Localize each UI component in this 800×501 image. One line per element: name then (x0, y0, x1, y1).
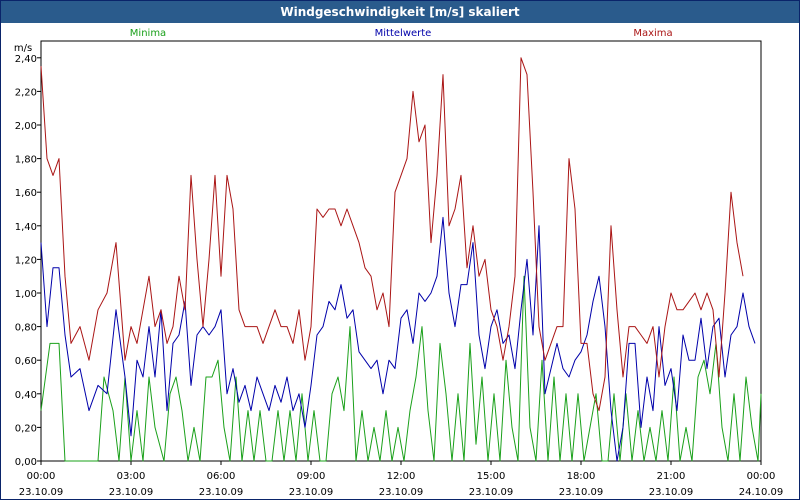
x-tick-date-label: 23.10.09 (469, 487, 514, 498)
x-tick-time-label: 03:00 (117, 471, 146, 482)
x-tick-time-label: 06:00 (207, 471, 236, 482)
y-tick-label: 0,00 (15, 457, 37, 468)
series-line-maxima (40, 57, 744, 412)
x-tick-time-label: 18:00 (567, 471, 596, 482)
series-line-mittelwerte (40, 216, 756, 462)
legend-entry-mittelwerte: Mittelwerte (375, 28, 432, 39)
y-tick-label: 0,20 (15, 423, 37, 434)
x-tick-date-label: 23.10.09 (559, 487, 604, 498)
axes (37, 40, 762, 465)
x-tick-time-label: 00:00 (27, 471, 56, 482)
legend-entry-minima: Minima (130, 28, 166, 39)
y-tick-label: 1,40 (15, 222, 37, 233)
x-tick-date-label: 23.10.09 (109, 487, 154, 498)
x-tick-time-label: 12:00 (387, 471, 416, 482)
x-tick-time-label: 21:00 (657, 471, 686, 482)
x-tick-date-label: 23.10.09 (379, 487, 424, 498)
plot-frame (40, 40, 762, 462)
x-tick-time-label: 09:00 (297, 471, 326, 482)
series-line-minima (40, 275, 762, 462)
y-tick-label: 0,40 (15, 390, 37, 401)
y-tick-label: 2,00 (15, 121, 37, 132)
y-tick-label: 1,20 (15, 255, 37, 266)
window-title: Windgeschwindigkeit [m/s] skaliert (1, 1, 799, 23)
x-tick-date-label: 23.10.09 (199, 487, 244, 498)
x-tick-date-label: 23.10.09 (649, 487, 694, 498)
x-tick-date-label: 23.10.09 (19, 487, 64, 498)
x-tick-date-label: 23.10.09 (289, 487, 334, 498)
series-layer (40, 57, 762, 462)
x-tick-time-label: 00:00 (747, 471, 776, 482)
y-tick-label: 2,20 (15, 87, 37, 98)
y-axis-unit: m/s (14, 43, 32, 54)
legend-entry-maxima: Maxima (633, 28, 672, 39)
y-tick-label: 1,60 (15, 188, 37, 199)
y-tick-label: 0,80 (15, 323, 37, 334)
axis-labels: 0,00 0,20 0,40 0,60 0,80 1,00 1,20 1,40 1,60 1,80… (14, 43, 783, 498)
y-tick-label: 1,00 (15, 289, 37, 300)
y-tick-label: 0,60 (15, 356, 37, 367)
y-tick-label: 1,80 (15, 155, 37, 166)
x-tick-date-label: 24.10.09 (739, 487, 784, 498)
x-tick-time-label: 15:00 (477, 471, 506, 482)
y-tick-label: 2,40 (15, 54, 37, 65)
legend: Minima Mittelwerte Maxima (130, 28, 673, 39)
